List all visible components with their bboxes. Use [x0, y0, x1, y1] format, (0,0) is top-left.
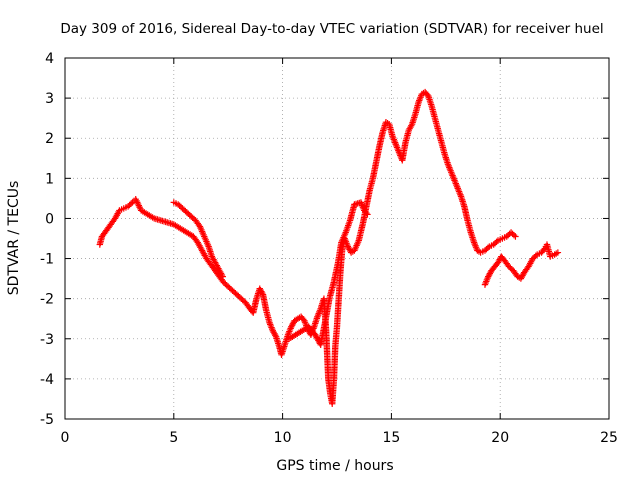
- chart-title: Day 309 of 2016, Sidereal Day-to-day VTE…: [60, 21, 603, 37]
- data-point: [484, 244, 492, 252]
- data-point: [493, 238, 500, 246]
- y-axis-label: SDTVAR / TECUs: [6, 181, 22, 296]
- tick-labels: 0 5 10 15 20 25 -5 -4 -3 -2 -1 0 1 2 3 4: [40, 51, 618, 446]
- data-point: [272, 332, 279, 339]
- x-tick-label: 10: [274, 430, 292, 446]
- y-tick-label: 1: [45, 171, 54, 187]
- data-point: [219, 273, 226, 280]
- data-point: [363, 209, 370, 217]
- data-point: [510, 231, 518, 239]
- data-point: [532, 252, 539, 260]
- y-tick-label: -4: [40, 372, 54, 388]
- axes: [64, 57, 610, 420]
- y-tick-label: -5: [40, 412, 54, 428]
- y-tick-label: -3: [40, 332, 54, 348]
- data-point: [512, 233, 519, 240]
- data-point: [127, 200, 135, 207]
- data-point: [554, 249, 562, 256]
- data-points: [96, 88, 562, 407]
- x-tick-label: 15: [382, 430, 400, 446]
- y-tick-label: 2: [45, 131, 54, 147]
- data-point: [408, 122, 415, 129]
- x-tick-label: 5: [169, 430, 178, 446]
- x-axis-label: GPS time / hours: [276, 458, 393, 474]
- y-tick-label: 4: [45, 51, 54, 67]
- x-tick-label: 20: [491, 430, 509, 446]
- y-tick-label: 0: [45, 211, 54, 227]
- y-tick-label: -1: [40, 252, 54, 268]
- x-tick-label: 25: [600, 430, 618, 446]
- x-tick-label: 0: [61, 430, 70, 446]
- data-point: [364, 211, 371, 218]
- data-point: [259, 289, 266, 297]
- y-tick-label: -2: [40, 292, 54, 308]
- y-tick-label: 3: [45, 91, 54, 107]
- plot-border: [64, 57, 610, 420]
